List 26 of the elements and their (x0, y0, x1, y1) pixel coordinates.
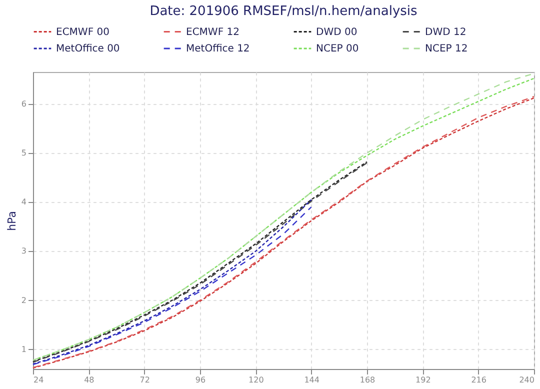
y-tick-label: 2 (21, 296, 26, 305)
x-tick-label: 48 (84, 376, 94, 384)
x-tick-label: 240 (519, 376, 534, 384)
y-tick-label: 6 (21, 99, 26, 108)
x-tick-label: 144 (304, 376, 320, 384)
legend-label: NCEP 00 (316, 44, 359, 54)
legend-label: MetOffice 00 (56, 44, 120, 54)
chart-title: Date: 201906 RMSEF/msl/n.hem/analysis (150, 4, 418, 19)
y-tick-label: 3 (21, 246, 26, 256)
legend-label: DWD 00 (316, 26, 358, 38)
legend-label: MetOffice 12 (186, 44, 250, 54)
y-tick-label: 4 (21, 198, 26, 207)
x-tick-label: 72 (140, 376, 150, 384)
x-tick-label: 24 (34, 376, 44, 384)
legend-label: ECMWF 00 (56, 26, 110, 38)
y-tick-label: 5 (21, 148, 26, 158)
y-tick-label: 1 (21, 344, 26, 354)
x-tick-label: 192 (416, 376, 431, 384)
x-tick-label: 120 (248, 376, 264, 384)
legend-label: NCEP 12 (425, 44, 468, 54)
x-tick-label: 96 (195, 376, 206, 384)
legend-label: DWD 12 (425, 26, 466, 38)
x-tick-label: 216 (471, 376, 486, 384)
y-axis-title: hPa (5, 211, 18, 231)
x-tick-label: 168 (360, 376, 376, 384)
legend-label: ECMWF 12 (186, 26, 240, 38)
